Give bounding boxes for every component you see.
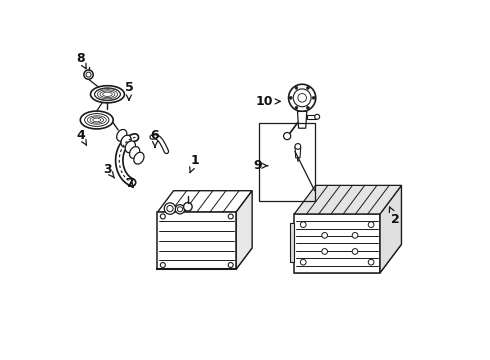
Circle shape — [300, 222, 306, 228]
Circle shape — [306, 106, 309, 109]
Circle shape — [300, 259, 306, 265]
Polygon shape — [157, 191, 252, 212]
Ellipse shape — [121, 135, 131, 147]
Polygon shape — [157, 212, 236, 269]
Text: 7: 7 — [125, 177, 134, 190]
Circle shape — [315, 114, 319, 119]
Circle shape — [289, 84, 316, 111]
Text: 9: 9 — [253, 159, 268, 172]
Circle shape — [164, 203, 176, 214]
Polygon shape — [294, 214, 380, 273]
Circle shape — [289, 96, 292, 99]
Ellipse shape — [129, 147, 140, 158]
Polygon shape — [307, 115, 317, 118]
Circle shape — [228, 214, 233, 219]
Polygon shape — [294, 244, 401, 273]
Text: 2: 2 — [390, 207, 399, 226]
Polygon shape — [380, 185, 401, 273]
Circle shape — [295, 86, 298, 89]
Circle shape — [322, 233, 327, 238]
Text: 5: 5 — [124, 81, 133, 100]
Circle shape — [84, 70, 93, 79]
Text: 8: 8 — [76, 52, 86, 69]
Circle shape — [184, 203, 192, 211]
Circle shape — [284, 132, 291, 140]
Text: 6: 6 — [150, 129, 159, 148]
Text: 4: 4 — [76, 129, 87, 145]
Ellipse shape — [95, 88, 121, 101]
Bar — [259, 123, 315, 202]
Ellipse shape — [117, 130, 127, 141]
Circle shape — [86, 72, 91, 77]
Circle shape — [352, 233, 358, 238]
Polygon shape — [290, 223, 294, 262]
Polygon shape — [295, 147, 301, 158]
Text: 1: 1 — [190, 154, 199, 172]
Circle shape — [298, 94, 306, 102]
Circle shape — [177, 207, 183, 212]
Circle shape — [160, 262, 165, 267]
Circle shape — [368, 259, 374, 265]
Circle shape — [306, 86, 309, 89]
Circle shape — [293, 89, 311, 107]
Polygon shape — [294, 185, 401, 214]
Circle shape — [295, 144, 301, 149]
Ellipse shape — [80, 111, 113, 129]
Text: 3: 3 — [103, 163, 115, 178]
Circle shape — [160, 214, 165, 219]
Text: 10: 10 — [256, 95, 280, 108]
Circle shape — [352, 249, 358, 254]
Ellipse shape — [134, 152, 144, 164]
Polygon shape — [236, 191, 252, 269]
Ellipse shape — [91, 86, 124, 103]
Circle shape — [322, 249, 327, 254]
Circle shape — [228, 262, 233, 267]
Circle shape — [312, 96, 315, 99]
Polygon shape — [297, 111, 307, 128]
Circle shape — [368, 222, 374, 228]
Circle shape — [295, 106, 298, 109]
Circle shape — [167, 206, 173, 212]
Ellipse shape — [85, 113, 109, 126]
Ellipse shape — [125, 141, 135, 153]
Polygon shape — [157, 248, 252, 269]
Circle shape — [175, 204, 185, 214]
